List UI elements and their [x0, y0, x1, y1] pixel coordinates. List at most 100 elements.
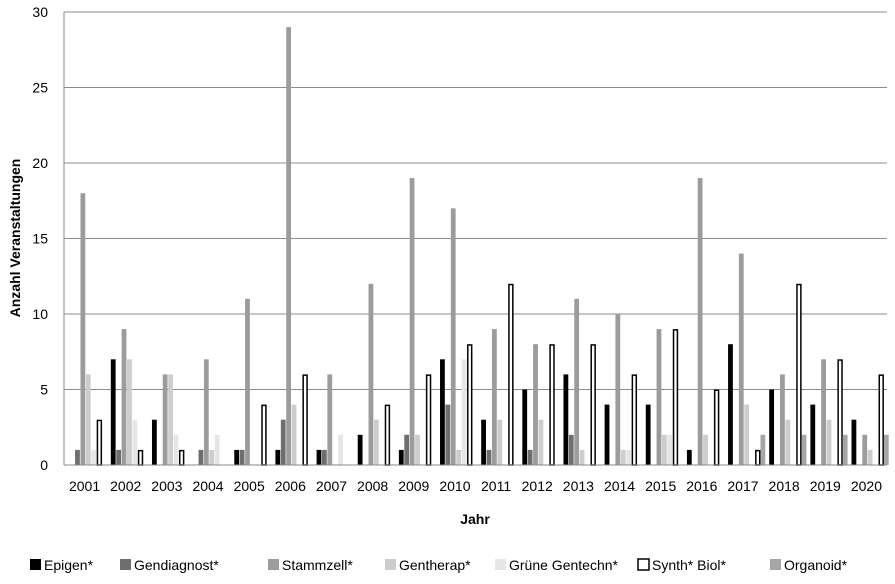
- x-tick-label: 2002: [110, 478, 141, 494]
- bar-stammzell-2002: [121, 329, 127, 465]
- bar-epigen-2015: [645, 404, 651, 465]
- bar-stammzell-2012: [533, 344, 538, 465]
- bar-gr-ne-gentechn-2004: [214, 434, 220, 465]
- legend-label: Stammzell*: [282, 557, 353, 573]
- bar-gentherap-2002: [127, 359, 132, 465]
- bar-synth-biol-2008: [384, 404, 391, 466]
- y-tick-label: 25: [32, 80, 48, 96]
- bar-stammzell-2019: [821, 359, 826, 465]
- bar-epigen-2011: [481, 419, 486, 465]
- x-tick-label: 2010: [439, 478, 470, 494]
- bar-synth-biol-2010: [467, 344, 473, 466]
- bar-gendiagnost-2004: [198, 449, 204, 465]
- bar-organoid-2019: [842, 434, 848, 465]
- bar-gendiagnost-2010: [445, 404, 451, 465]
- bar-epigen-2018: [769, 389, 775, 465]
- bar-epigen-2002: [110, 359, 116, 465]
- bar-epigen-2020: [851, 419, 857, 465]
- bar-synth-biol-2020: [878, 374, 884, 466]
- bar-gentherap-2017: [744, 404, 750, 465]
- bar-stammzell-2001: [80, 193, 86, 465]
- bar-gendiagnost-2013: [568, 434, 574, 465]
- y-tick-label: 30: [32, 4, 48, 20]
- x-axis-title: Jahr: [460, 511, 490, 527]
- x-tick-label: 2016: [686, 478, 717, 494]
- bar-synth-biol-2016: [713, 389, 720, 466]
- legend-swatch: [637, 558, 650, 571]
- bar-gentherap-2013: [579, 449, 585, 465]
- x-tick-label: 2008: [357, 478, 388, 494]
- bar-gr-ne-gentechn-2002: [132, 419, 138, 465]
- x-tick-label: 2013: [563, 478, 594, 494]
- bar-gentherap-2010: [456, 449, 462, 465]
- bars: [75, 27, 889, 466]
- bar-epigen-2014: [604, 404, 610, 465]
- bar-gentherap-2006: [291, 404, 297, 465]
- bar-epigen-2006: [275, 449, 281, 465]
- bar-epigen-2008: [357, 434, 363, 465]
- legend-label: Gentherap*: [399, 557, 471, 573]
- x-tick-label: 2005: [234, 478, 265, 494]
- x-tick-label: 2006: [275, 478, 306, 494]
- bar-synth-biol-2014: [631, 374, 638, 466]
- legend-swatch: [120, 559, 131, 570]
- bar-synth-biol-2017: [755, 449, 761, 466]
- y-tick-labels: 0 5 10 15 20 25 30: [32, 4, 48, 473]
- bar-synth-biol-2009: [425, 374, 432, 466]
- x-tick-label: 2017: [727, 478, 758, 494]
- bar-stammzell-2011: [491, 329, 497, 465]
- bar-gentherap-2004: [209, 449, 215, 465]
- bar-stammzell-2010: [450, 208, 456, 466]
- y-tick-label: 10: [32, 306, 48, 322]
- bar-synth-biol-2001: [96, 419, 103, 466]
- bar-stammzell-2018: [780, 374, 785, 465]
- bar-synth-biol-2018: [796, 283, 802, 466]
- bar-epigen-2009: [398, 449, 404, 465]
- bar-gr-ne-gentechn-2003: [173, 434, 179, 465]
- y-axis-title: Anzahl Veranstaltungen: [7, 159, 23, 318]
- bar-gentherap-2019: [826, 419, 832, 465]
- bar-gr-ne-gentechn-2010: [461, 359, 467, 465]
- bar-gentherap-2003: [168, 374, 173, 465]
- legend-label: Organoid*: [784, 557, 848, 573]
- bar-gentherap-2018: [785, 419, 791, 465]
- bar-stammzell-2006: [286, 27, 292, 465]
- bar-synth-biol-2003: [178, 449, 185, 466]
- bar-synth-biol-2006: [302, 374, 308, 466]
- legend-swatch: [495, 559, 506, 570]
- bar-gentherap-2011: [497, 419, 503, 465]
- x-tick-label: 2004: [192, 478, 223, 494]
- bar-gentherap-2009: [415, 434, 420, 465]
- legend-swatch: [770, 559, 781, 570]
- bar-stammzell-2015: [656, 329, 662, 465]
- x-tick-label: 2018: [769, 478, 800, 494]
- bar-gr-ne-gentechn-2001: [91, 449, 97, 465]
- bar-stammzell-2004: [203, 359, 209, 465]
- bar-synth-biol-2013: [590, 344, 596, 466]
- bar-stammzell-2014: [615, 314, 621, 465]
- x-tick-labels: 2001 2002 2003 2004 2005 2006 2007 2008 2009 2010…: [69, 478, 882, 494]
- bar-gendiagnost-2011: [486, 449, 492, 465]
- bar-synth-biol-2019: [837, 359, 843, 466]
- bar-stammzell-2013: [574, 298, 580, 465]
- bar-gentherap-2012: [538, 419, 544, 465]
- x-tick-label: 2007: [316, 478, 347, 494]
- bar-epigen-2003: [151, 419, 157, 465]
- bar-epigen-2017: [728, 344, 733, 465]
- legend-label: Grüne Gentechn*: [509, 557, 619, 573]
- x-tick-label: 2014: [604, 478, 635, 494]
- bar-gendiagnost-2005: [239, 449, 245, 465]
- x-tick-label: 2001: [69, 478, 100, 494]
- bar-stammzell-2017: [738, 253, 744, 465]
- bar-stammzell-2020: [862, 434, 868, 465]
- bar-gentherap-2014: [620, 449, 626, 465]
- y-tick-label: 20: [32, 155, 48, 171]
- bar-gendiagnost-2006: [280, 419, 286, 465]
- bar-epigen-2012: [522, 389, 528, 465]
- bar-epigen-2005: [234, 449, 240, 465]
- bar-gentherap-2016: [703, 434, 708, 465]
- bar-gr-ne-gentechn-2007: [338, 434, 343, 465]
- bar-gr-ne-gentechn-2015: [667, 434, 673, 465]
- y-tick-label: 15: [32, 231, 48, 247]
